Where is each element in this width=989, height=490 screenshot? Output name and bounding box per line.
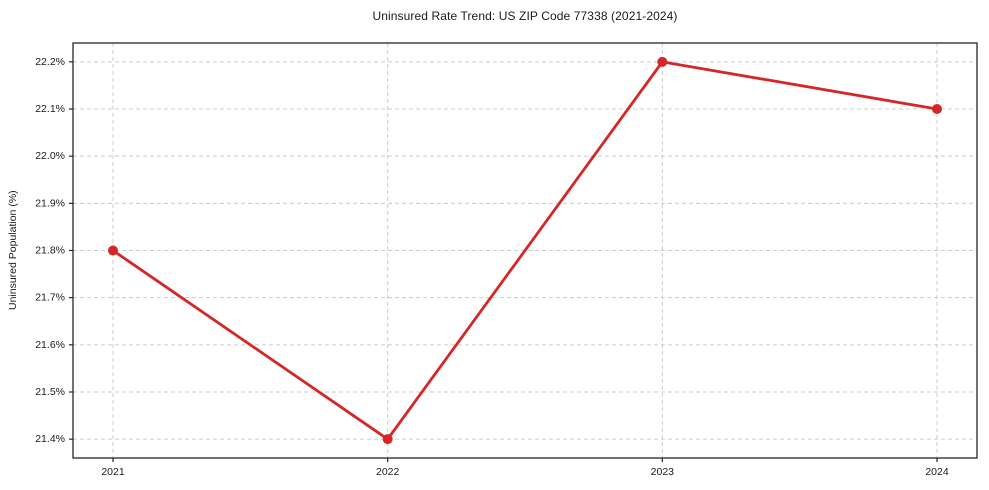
y-tick-label: 21.8% [35,245,65,257]
x-tick-label: 2023 [651,466,675,478]
y-tick-label: 21.9% [35,197,65,209]
y-tick-label: 22.2% [35,56,65,68]
x-tick-label: 2024 [925,466,949,478]
data-point-2023 [657,56,668,67]
data-point-2021 [108,245,118,256]
y-tick-label: 21.6% [35,339,65,351]
y-tick-label: 21.7% [35,292,65,304]
y-tick-label: 21.5% [35,386,65,398]
data-point-2024 [932,104,942,115]
trend-line [111,60,939,441]
x-tick-label: 2021 [101,466,125,478]
y-tick-label: 22.1% [35,103,65,115]
y-tick-label: 22.0% [35,150,65,162]
data-point-2022 [382,434,393,445]
y-tick-label: 21.4% [35,433,65,445]
chart-title: Uninsured Rate Trend: US ZIP Code 77338 … [372,9,678,23]
x-tick-label: 2022 [376,466,400,478]
